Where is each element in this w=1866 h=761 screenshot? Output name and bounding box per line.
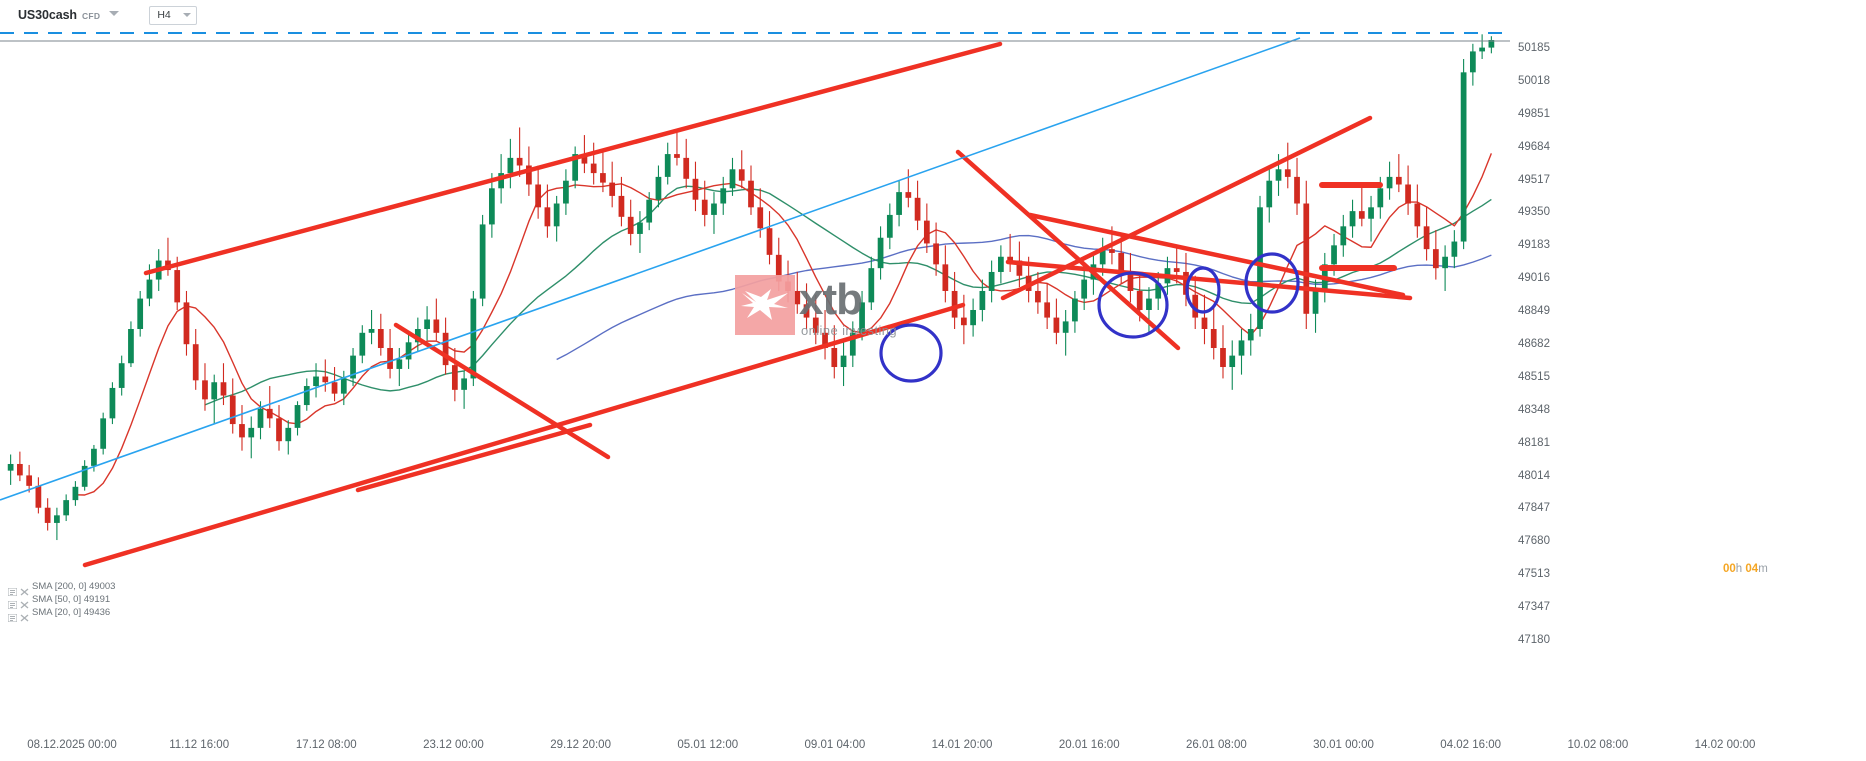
time-tick: 09.01 04:00: [804, 739, 866, 751]
price-tick: 49684: [1518, 140, 1550, 153]
price-tick: 50018: [1518, 74, 1550, 87]
price-tick: 47513: [1518, 568, 1550, 581]
countdown-hours-unit: h: [1735, 563, 1743, 575]
price-tick: 49517: [1518, 173, 1550, 186]
price-tick: 50185: [1518, 42, 1550, 54]
price-tick: 49851: [1518, 107, 1550, 120]
bar-countdown: 00h 04m: [1723, 563, 1768, 575]
price-tick: 47680: [1518, 535, 1550, 548]
price-tick: 48849: [1518, 305, 1550, 318]
indicator-legend-row[interactable]: SMA [20, 0] 49436: [7, 607, 115, 622]
countdown-minutes: 04: [1745, 563, 1759, 575]
time-tick: 10.02 08:00: [1567, 739, 1629, 751]
xtb-watermark: xtb online investing: [735, 275, 901, 347]
price-tick: 47180: [1518, 634, 1550, 646]
price-tick: 49016: [1518, 272, 1550, 285]
indicator-legend-text: SMA [20, 0] 49436: [32, 607, 111, 618]
xtb-brand-text: xtb: [799, 275, 863, 324]
symbol-name: US30cash: [18, 8, 77, 22]
indicator-remove-icon[interactable]: [20, 583, 29, 595]
sma-200-line: [556, 234, 1492, 361]
countdown-hours: 00: [1723, 563, 1736, 575]
instrument-type-label: CFD: [81, 11, 101, 21]
indicator-legend-text: SMA [50, 0] 49191: [32, 594, 111, 605]
indicator-remove-icon[interactable]: [20, 596, 29, 608]
xtb-tagline: online investing: [801, 323, 898, 338]
indicator-remove-icon[interactable]: [20, 609, 29, 621]
time-axis[interactable]: 08.12.2025 00:00 11.12 16:00 17.12 08:00 23…: [0, 735, 1866, 761]
countdown-minutes-unit: m: [1758, 563, 1768, 575]
price-tick: 47847: [1518, 502, 1550, 515]
indicator-settings-icon[interactable]: [7, 596, 18, 609]
sma-20-line: [75, 153, 1493, 496]
indicator-settings-icon[interactable]: [7, 609, 18, 622]
time-tick: 11.12 16:00: [169, 739, 230, 751]
indicator-legend-row[interactable]: SMA [50, 0] 49191: [7, 594, 115, 609]
indicator-legend-text: SMA [200, 0] 49003: [32, 581, 116, 592]
timeframe-label: H4: [157, 9, 171, 21]
time-tick: 08.12.2025 00:00: [27, 739, 117, 751]
xtb-x-logo-icon: [741, 289, 788, 320]
time-tick: 17.12 08:00: [295, 739, 357, 751]
price-axis[interactable]: 50185 50018 49851 49684 49517 49350 49183 49016…: [1510, 30, 1866, 735]
indicator-legend-row[interactable]: SMA [200, 0] 49003: [7, 581, 116, 596]
candlestick-canvas[interactable]: [0, 30, 1510, 735]
price-tick: 47347: [1518, 601, 1550, 614]
chevron-down-icon[interactable]: [109, 11, 120, 16]
price-tick: 49183: [1518, 239, 1550, 252]
price-tick: 48348: [1518, 403, 1550, 416]
time-tick: 30.01 00:00: [1313, 739, 1374, 751]
chart-toolbar: US30cash CFD H4: [0, 0, 1866, 30]
symbol-selector[interactable]: US30cash CFD: [18, 8, 120, 22]
time-tick: 14.02 00:00: [1694, 739, 1756, 751]
price-tick: 48014: [1518, 469, 1550, 482]
indicator-settings-icon[interactable]: [7, 583, 18, 596]
time-tick: 23.12 00:00: [423, 739, 484, 751]
time-tick: 29.12 20:00: [550, 739, 611, 751]
time-tick: 14.01 20:00: [931, 739, 993, 751]
time-tick: 26.01 08:00: [1185, 739, 1247, 751]
level-line-group[interactable]: [0, 32, 1510, 42]
price-tick: 48515: [1518, 370, 1550, 383]
price-tick: 49350: [1518, 206, 1550, 219]
timeframe-select[interactable]: H4: [149, 5, 198, 25]
indicator-legend: SMA [200, 0] 49003 SMA [50, 0] 49191 SMA […: [7, 581, 116, 622]
time-tick: 05.01 12:00: [677, 739, 739, 751]
drawings-group[interactable]: [0, 37, 1413, 568]
price-tick: 48682: [1518, 338, 1550, 350]
time-tick: 20.01 16:00: [1058, 739, 1120, 751]
candles-group: [7, 34, 1495, 541]
chevron-down-icon[interactable]: [183, 13, 192, 17]
time-tick: 04.02 16:00: [1440, 739, 1502, 751]
chart-plot-area[interactable]: [0, 30, 1510, 735]
price-tick: 48181: [1518, 436, 1550, 449]
